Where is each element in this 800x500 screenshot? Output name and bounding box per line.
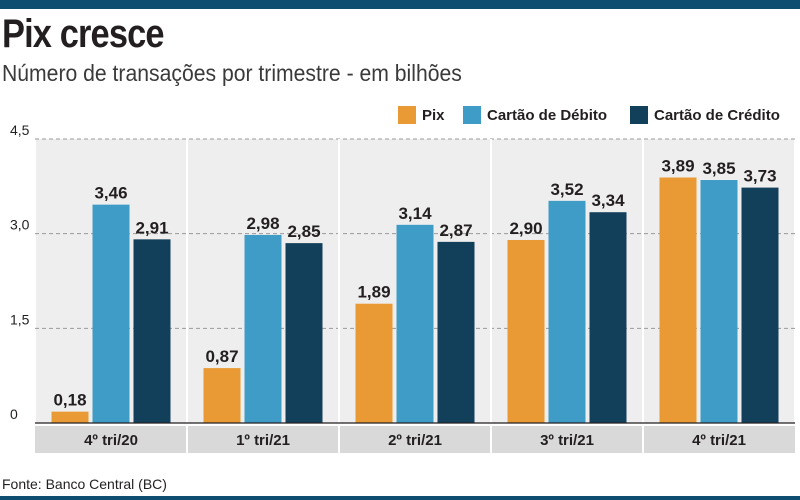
x-tick-label: 3º tri/21 — [540, 432, 594, 449]
bar-credito — [285, 243, 323, 423]
y-tick-label: 3,0 — [10, 217, 30, 233]
top-brand-bar — [0, 0, 800, 9]
x-tick-label: 4º tri/20 — [84, 432, 138, 449]
data-label: 3,89 — [661, 156, 694, 175]
bar-debito — [92, 204, 130, 423]
bar-pix — [203, 368, 241, 423]
y-tick-label: 4,5 — [10, 125, 30, 138]
bar-pix — [507, 239, 545, 423]
data-label: 1,89 — [357, 283, 390, 302]
legend-swatch-credito — [630, 106, 648, 124]
data-label: 3,34 — [591, 191, 625, 210]
legend-label-pix: Pix — [422, 107, 445, 124]
bar-pix — [51, 411, 89, 423]
x-tick-label: 4º tri/21 — [692, 432, 746, 449]
y-tick-label: 1,5 — [10, 311, 30, 327]
source-note: Fonte: Banco Central (BC) — [2, 476, 167, 492]
legend-label-credito: Cartão de Crédito — [654, 107, 780, 124]
data-label: 0,18 — [53, 391, 86, 410]
bar-credito — [589, 212, 627, 423]
data-label: 2,90 — [509, 219, 542, 238]
x-tick-label: 1º tri/21 — [236, 432, 290, 449]
x-tick-label: 2º tri/21 — [388, 432, 442, 449]
data-label: 2,87 — [439, 221, 472, 240]
y-tick-label: 0 — [10, 406, 18, 422]
bar-debito — [396, 224, 434, 423]
bar-credito — [437, 241, 475, 423]
data-label: 2,91 — [135, 218, 168, 237]
bar-debito — [244, 234, 282, 423]
data-label: 0,87 — [205, 347, 238, 366]
bar-credito — [133, 239, 171, 423]
bar-chart: 0 1,5 3,0 4,5 0,18 3,46 2,91 4º tri/20 0,87 2,98 2… — [10, 125, 795, 453]
legend-label-debito: Cartão de Débito — [487, 107, 608, 124]
bar-credito — [741, 187, 779, 423]
data-label: 2,98 — [246, 214, 279, 233]
legend-swatch-pix — [398, 106, 416, 124]
bottom-brand-bar — [0, 496, 800, 500]
data-label: 3,46 — [94, 184, 127, 203]
bar-pix — [355, 303, 393, 423]
legend-swatch-debito — [463, 106, 481, 124]
page-title: Pix cresce — [2, 12, 164, 56]
bar-debito — [548, 200, 586, 423]
bar-debito — [700, 180, 738, 423]
category-band — [35, 426, 795, 453]
data-label: 3,52 — [550, 180, 583, 199]
data-label: 2,85 — [287, 222, 320, 241]
data-label: 3,14 — [398, 204, 432, 223]
page-subtitle: Número de transações por trimestre - em … — [2, 60, 462, 86]
data-label: 3,73 — [743, 167, 776, 186]
data-label: 3,85 — [702, 159, 735, 178]
bar-pix — [659, 177, 697, 423]
